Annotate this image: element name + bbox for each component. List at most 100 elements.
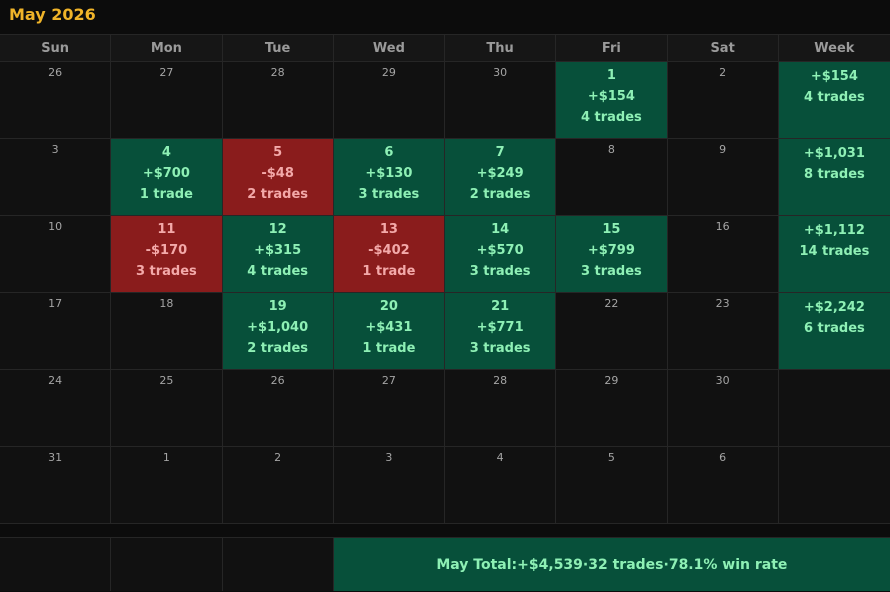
month-win-rate: 78.1% win rate [668, 556, 788, 573]
day-cell[interactable]: 27 [333, 370, 445, 447]
day-cell[interactable]: 13 -$402 1 trade [333, 216, 445, 293]
day-cell[interactable]: 29 [556, 370, 668, 447]
day-cell[interactable]: 4 [445, 447, 557, 524]
day-cell[interactable]: 27 [111, 62, 223, 139]
day-cell[interactable]: 22 [556, 293, 668, 370]
day-number: 27 [381, 374, 396, 387]
day-cell[interactable]: 30 [667, 370, 779, 447]
day-number: 17 [48, 297, 63, 310]
day-number: 1 [162, 451, 170, 464]
weekday-sun: Sun [0, 35, 112, 61]
footer-empty-cell [111, 538, 223, 591]
day-trade-count: 4 trades [580, 110, 642, 125]
day-pnl: +$315 [254, 243, 302, 258]
day-cell[interactable]: 8 [556, 139, 668, 216]
footer-empty-cell [222, 538, 334, 591]
day-number: 26 [270, 374, 285, 387]
day-number: 3 [51, 143, 59, 156]
day-trade-count: 1 trade [362, 264, 416, 279]
day-number: 9 [719, 143, 727, 156]
day-number: 8 [607, 143, 615, 156]
day-trade-count: 1 trade [139, 187, 193, 202]
day-cell[interactable]: 6 [667, 447, 779, 524]
day-cell[interactable]: 31 [0, 447, 112, 524]
day-cell[interactable]: 24 [0, 370, 112, 447]
weekday-thu: Thu [445, 35, 557, 61]
day-trade-count: 1 trade [362, 341, 416, 356]
day-number: 30 [715, 374, 730, 387]
day-cell[interactable]: 16 [667, 216, 779, 293]
day-number: 31 [48, 451, 63, 464]
calendar-grid: 26 27 28 29 30 1 +$154 4 trades 2 +$154 4 trades 3 4… [0, 62, 890, 524]
day-number: 21 [491, 299, 510, 314]
separator-dot: · [663, 556, 669, 573]
day-cell[interactable]: 15 +$799 3 trades [556, 216, 668, 293]
day-cell[interactable]: 28 [445, 370, 557, 447]
day-cell[interactable]: 9 [667, 139, 779, 216]
day-cell[interactable]: 4 +$700 1 trade [111, 139, 223, 216]
day-cell[interactable]: 23 [667, 293, 779, 370]
day-cell[interactable]: 11 -$170 3 trades [111, 216, 223, 293]
month-total-summary: May Total: +$4,539 · 32 trades · 78.1% w… [333, 538, 890, 591]
weekday-wed: Wed [334, 35, 445, 61]
day-cell[interactable]: 26 [0, 62, 112, 139]
day-cell[interactable]: 1 +$154 4 trades [556, 62, 668, 139]
day-cell[interactable]: 6 +$130 3 trades [333, 139, 445, 216]
day-cell[interactable]: 2 [667, 62, 779, 139]
day-cell[interactable]: 10 [0, 216, 112, 293]
day-cell[interactable]: 2 [222, 447, 334, 524]
day-number: 4 [161, 145, 171, 160]
day-cell[interactable]: 26 [222, 370, 334, 447]
day-pnl: -$170 [145, 243, 188, 258]
week-summary-cell: +$2,242 6 trades [778, 293, 890, 370]
week-summary-cell: +$1,031 8 trades [778, 139, 890, 216]
day-cell[interactable]: 30 [445, 62, 557, 139]
day-number: 6 [384, 145, 394, 160]
day-cell[interactable]: 12 +$315 4 trades [222, 216, 334, 293]
day-cell[interactable]: 14 +$570 3 trades [445, 216, 557, 293]
day-cell[interactable]: 1 [111, 447, 223, 524]
day-pnl: +$570 [476, 243, 524, 258]
week-trade-count: 4 trades [803, 90, 865, 105]
week-trade-count: 14 trades [799, 244, 870, 259]
separator-dot: · [582, 556, 589, 573]
day-cell[interactable]: 5 -$48 2 trades [222, 139, 334, 216]
day-cell[interactable]: 20 +$431 1 trade [333, 293, 445, 370]
day-cell[interactable]: 21 +$771 3 trades [445, 293, 557, 370]
day-cell[interactable]: 7 +$249 2 trades [445, 139, 557, 216]
day-number: 24 [48, 374, 63, 387]
day-cell[interactable]: 19 +$1,040 2 trades [222, 293, 334, 370]
day-number: 29 [604, 374, 619, 387]
day-number: 13 [379, 222, 398, 237]
day-number: 14 [491, 222, 510, 237]
day-cell[interactable]: 5 [556, 447, 668, 524]
day-cell[interactable]: 28 [222, 62, 334, 139]
day-number: 28 [493, 374, 508, 387]
day-trade-count: 2 trades [469, 187, 531, 202]
day-cell[interactable]: 17 [0, 293, 112, 370]
day-trade-count: 4 trades [247, 264, 309, 279]
day-cell[interactable]: 3 [333, 447, 445, 524]
week-pnl: +$154 [810, 69, 858, 84]
day-cell[interactable]: 18 [111, 293, 223, 370]
day-number: 27 [159, 66, 174, 79]
day-number: 11 [157, 222, 176, 237]
day-number: 18 [159, 297, 174, 310]
day-trade-count: 3 trades [580, 264, 642, 279]
day-cell[interactable]: 25 [111, 370, 223, 447]
day-number: 30 [493, 66, 508, 79]
weekday-sat: Sat [668, 35, 779, 61]
day-pnl: +$700 [142, 166, 190, 181]
day-number: 28 [270, 66, 285, 79]
day-cell[interactable]: 3 [0, 139, 112, 216]
day-cell[interactable]: 29 [333, 62, 445, 139]
month-total-pnl: +$4,539 [517, 556, 583, 573]
day-number: 5 [273, 145, 283, 160]
day-number: 2 [719, 66, 727, 79]
day-number: 16 [715, 220, 730, 233]
day-trade-count: 3 trades [135, 264, 197, 279]
day-trade-count: 2 trades [247, 187, 309, 202]
day-number: 12 [268, 222, 287, 237]
day-trade-count: 3 trades [469, 341, 531, 356]
week-summary-cell: +$154 4 trades [778, 62, 890, 139]
